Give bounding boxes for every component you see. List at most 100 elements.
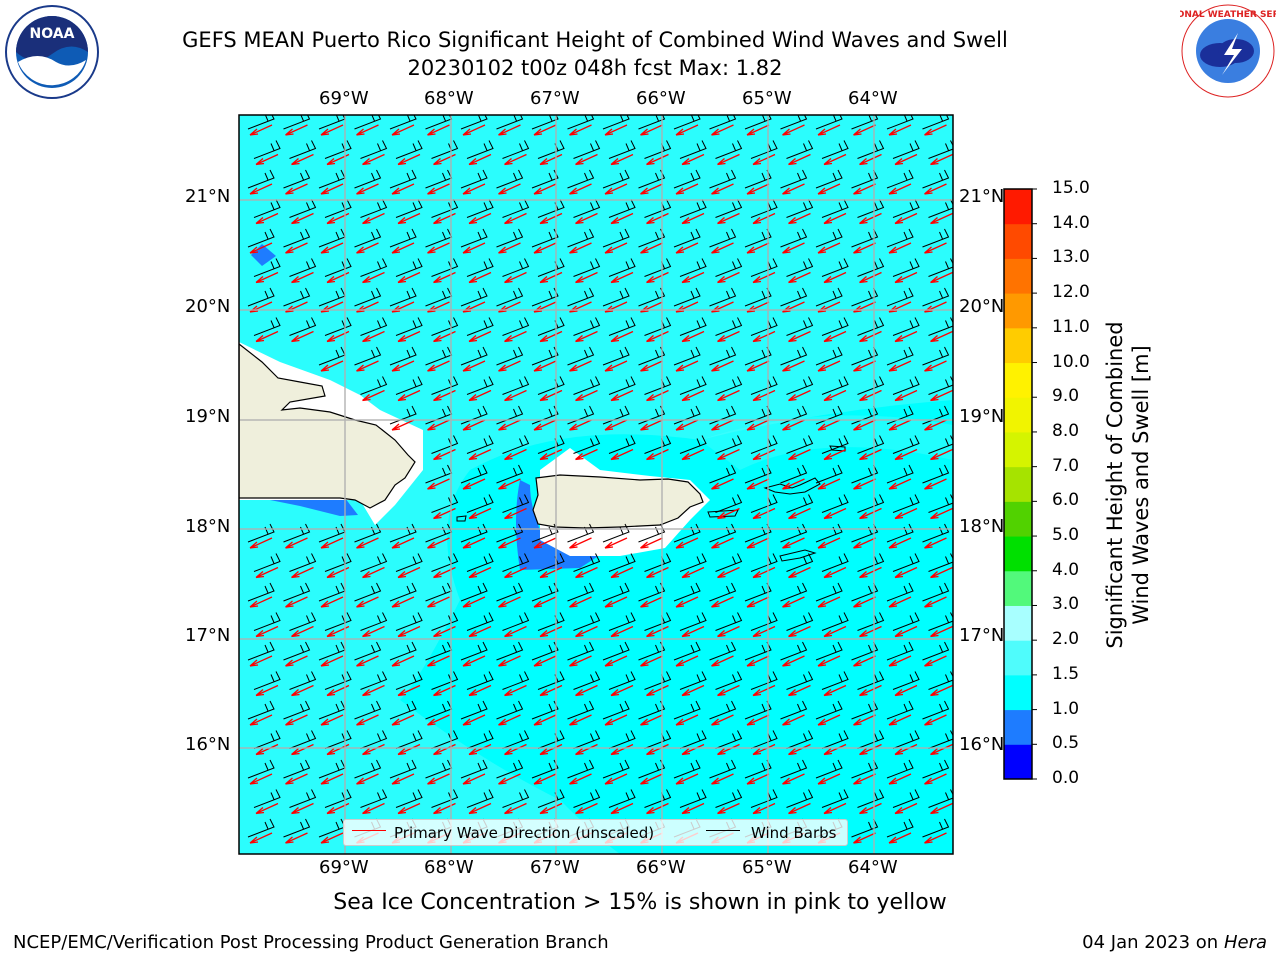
wave-arrow <box>817 124 841 136</box>
wind-barb <box>715 140 743 159</box>
colorbar-segment <box>1004 397 1032 433</box>
wave-arrow <box>468 625 492 638</box>
wave-arrow <box>504 625 527 638</box>
colorbar-tick-label: 10.0 <box>1052 351 1090 372</box>
wave-arrow <box>894 153 918 166</box>
wind-barb <box>567 641 595 661</box>
wind-barb <box>573 612 601 631</box>
wave-arrow <box>930 566 953 579</box>
wave-arrow <box>788 802 811 815</box>
wind-barb <box>857 317 885 336</box>
wind-barb <box>892 730 920 749</box>
wind-barb <box>922 228 950 248</box>
wave-arrow <box>746 183 770 195</box>
wind-barb <box>253 789 281 808</box>
wave-arrow <box>575 625 598 638</box>
wind-barb <box>709 523 737 543</box>
wind-barb <box>389 700 417 720</box>
wind-barb <box>360 376 388 395</box>
wind-barb <box>786 435 814 454</box>
wind-barb <box>608 258 636 277</box>
wave-arrow <box>782 714 805 726</box>
wave-arrow <box>675 419 699 431</box>
wind-barb <box>892 140 920 159</box>
colorbar-title: Significant Height of Combined Wind Wave… <box>1102 275 1154 695</box>
wave-arrow <box>539 802 563 815</box>
wind-barb <box>253 671 281 690</box>
wave-arrow <box>533 596 557 608</box>
wave-arrow <box>575 802 598 815</box>
wave-arrow <box>504 212 527 225</box>
wind-barb <box>283 700 311 720</box>
wave-arrow <box>823 330 847 343</box>
wave-arrow <box>681 684 705 697</box>
wind-barb <box>709 641 737 661</box>
wind-barb <box>780 346 808 366</box>
wave-arrow <box>433 330 456 343</box>
wind-barb <box>567 582 595 602</box>
wind-barb <box>289 140 317 159</box>
wave-arrow <box>646 802 669 815</box>
wind-barb <box>715 789 743 808</box>
wave-arrow <box>823 507 847 520</box>
wave-arrow <box>924 596 947 608</box>
wind-barb <box>715 376 743 395</box>
wind-barb <box>460 641 488 661</box>
wind-barb <box>283 641 311 661</box>
wind-barb <box>247 228 275 248</box>
wind-barb <box>460 228 488 248</box>
colorbar-segment <box>1004 744 1032 780</box>
wave-arrow <box>498 360 521 372</box>
wave-arrow <box>604 183 628 195</box>
wave-arrow <box>504 448 527 461</box>
wind-barb <box>573 553 601 572</box>
wind-barb <box>389 582 417 602</box>
wind-barb <box>821 199 849 218</box>
wave-arrow <box>397 625 421 638</box>
wind-barb <box>466 671 494 690</box>
lon-label-top: 69°W <box>319 88 369 109</box>
wind-barb <box>709 228 737 248</box>
wind-barb <box>786 612 814 631</box>
shallow-patch-hisp-south <box>260 498 358 516</box>
wave-arrow <box>894 507 918 520</box>
wave-arrow <box>320 596 344 608</box>
wave-arrow <box>504 271 527 284</box>
wave-arrow <box>533 183 557 195</box>
colorbar-segment <box>1004 362 1032 398</box>
wave-arrow <box>362 684 385 697</box>
wind-barb <box>496 464 524 484</box>
wave-arrow <box>468 507 492 520</box>
wave-arrow <box>717 212 740 225</box>
wind-barb <box>922 523 950 543</box>
wave-arrow <box>711 242 734 254</box>
colorbar-segment <box>1004 674 1032 711</box>
wave-arrow <box>681 153 705 166</box>
wind-barb <box>247 287 275 307</box>
wind-barb <box>460 582 488 602</box>
wind-barb <box>395 553 423 572</box>
wave-arrow <box>817 419 841 431</box>
wind-barb <box>673 169 701 189</box>
wave-arrow <box>569 537 592 549</box>
wave-arrow <box>746 537 770 549</box>
wind-barb <box>247 523 275 543</box>
wave-arrow <box>717 684 740 697</box>
wind-barb <box>253 612 281 631</box>
wave-arrow <box>533 419 557 431</box>
wave-arrow <box>823 566 847 579</box>
wind-barb <box>886 346 914 366</box>
wind-barb <box>922 818 950 838</box>
wind-barb <box>608 376 636 395</box>
wave-arrow <box>752 271 776 284</box>
wave-arrow <box>717 625 740 638</box>
wave-arrow <box>291 271 314 284</box>
wind-barb <box>851 759 879 779</box>
wind-barb <box>460 700 488 720</box>
wind-barb <box>715 494 743 513</box>
colorbar-tick-label: 14.0 <box>1052 212 1090 233</box>
wave-arrow <box>610 625 634 638</box>
wave-arrow <box>498 478 521 490</box>
wave-arrow <box>427 360 450 372</box>
wind-barb <box>502 553 530 572</box>
